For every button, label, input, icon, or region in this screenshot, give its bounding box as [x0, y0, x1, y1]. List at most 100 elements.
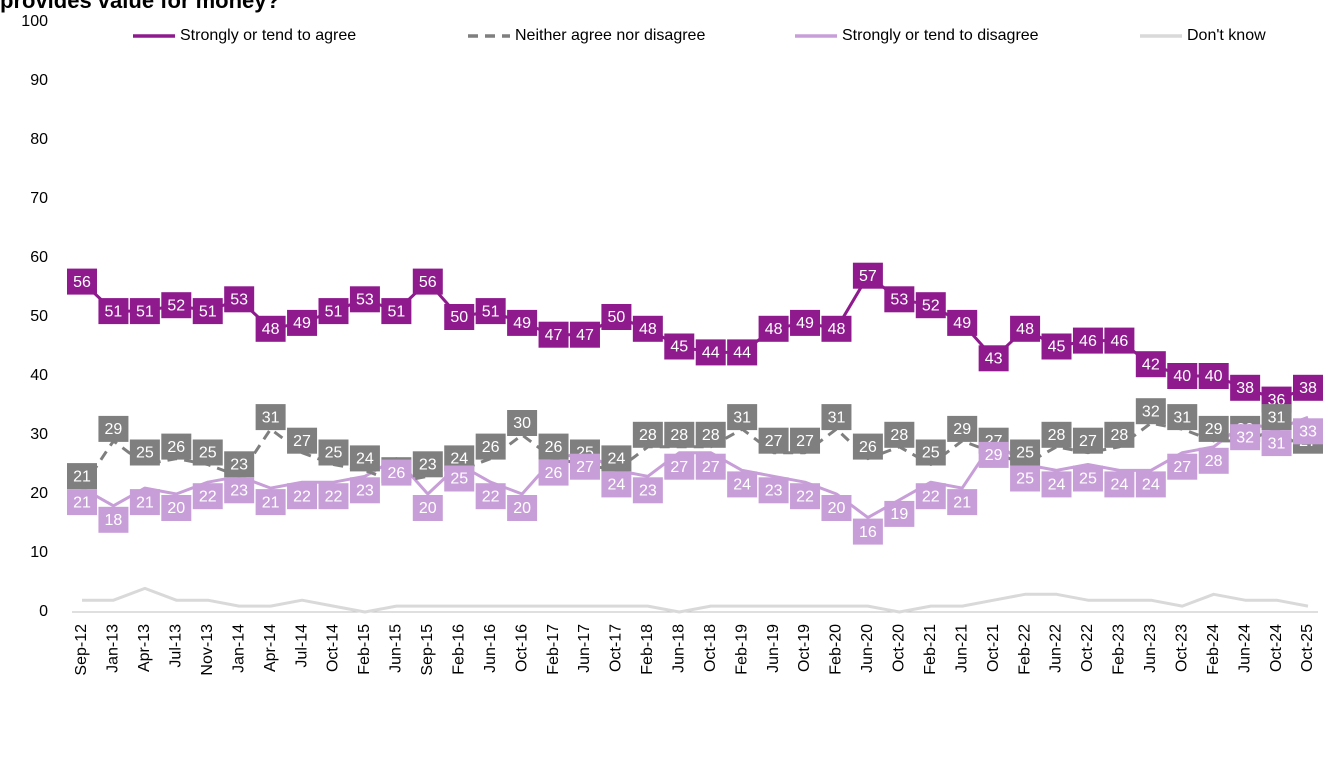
- data-label-text: 22: [482, 488, 500, 505]
- data-label-text: 52: [167, 297, 185, 314]
- data-label-box: [192, 298, 223, 325]
- data-label: 51: [475, 298, 506, 325]
- y-tick-label: 100: [21, 13, 48, 30]
- data-label: 52: [915, 292, 946, 319]
- data-label-text: 20: [419, 500, 437, 517]
- data-label: 27: [790, 427, 821, 454]
- x-tick-label: Jun-23: [1142, 624, 1159, 673]
- data-label-box: [1293, 418, 1323, 445]
- data-label-text: 49: [293, 315, 311, 332]
- data-label-box: [1041, 421, 1072, 448]
- data-label: 53: [224, 286, 255, 313]
- data-label-text: 25: [1079, 471, 1097, 488]
- data-label-text: 53: [356, 292, 374, 309]
- y-tick-label: 30: [30, 426, 48, 443]
- data-label-text: 27: [765, 433, 783, 450]
- data-label-box: [224, 286, 255, 313]
- y-tick-label: 0: [39, 603, 48, 620]
- x-tick-label: Jun-22: [1048, 624, 1065, 673]
- data-label: 45: [1041, 333, 1072, 360]
- data-label-text: 42: [1142, 356, 1160, 373]
- data-label-box: [507, 309, 538, 336]
- data-label: 29: [947, 415, 978, 442]
- data-label-box: [507, 410, 538, 436]
- x-tick-label: Jul-14: [293, 624, 310, 668]
- data-label: 42: [1135, 351, 1166, 378]
- data-label-box: [192, 439, 223, 466]
- data-label-box: [884, 286, 915, 313]
- data-label: 25: [1072, 465, 1103, 492]
- data-label-text: 20: [513, 500, 531, 517]
- data-label-text: 45: [670, 339, 688, 356]
- data-label-text: 29: [985, 447, 1003, 464]
- legend-label: Don't know: [1187, 27, 1266, 44]
- y-tick-label: 20: [30, 485, 48, 502]
- data-label-text: 31: [733, 409, 751, 426]
- data-label: 27: [758, 427, 789, 454]
- data-label-text: 40: [1205, 368, 1223, 385]
- data-label-text: 28: [670, 427, 688, 444]
- data-label: 48: [1010, 315, 1041, 342]
- data-label-text: 49: [953, 315, 971, 332]
- data-label: 24: [1135, 471, 1166, 498]
- data-label-box: [1072, 465, 1103, 492]
- data-label-box: [1261, 404, 1292, 431]
- y-tick-label: 10: [30, 544, 48, 561]
- x-tick-label: Feb-18: [639, 624, 656, 675]
- data-label: 40: [1198, 363, 1229, 389]
- legend-label: Strongly or tend to agree: [180, 27, 356, 44]
- data-label-text: 29: [1205, 421, 1223, 438]
- x-tick-label: Feb-16: [450, 624, 467, 675]
- data-label-box: [349, 477, 380, 504]
- x-tick-label: Apr-14: [262, 624, 279, 672]
- data-label-text: 49: [796, 315, 814, 332]
- data-label-text: 28: [1110, 427, 1128, 444]
- data-label: 25: [1010, 439, 1041, 466]
- data-label: 27: [569, 453, 600, 480]
- data-label: 23: [224, 451, 255, 478]
- x-tick-label: Feb-15: [356, 624, 373, 675]
- data-label-text: 44: [702, 345, 720, 362]
- data-label: 27: [664, 453, 695, 480]
- data-label: 28: [695, 421, 726, 448]
- data-label-text: 24: [1110, 477, 1128, 494]
- data-label-box: [507, 495, 538, 521]
- data-label-text: 23: [230, 457, 248, 474]
- y-tick-label: 90: [30, 72, 48, 89]
- data-label-box: [349, 445, 380, 472]
- data-label: 21: [67, 463, 97, 490]
- data-label: 24: [601, 445, 632, 472]
- data-label-text: 25: [450, 471, 468, 488]
- data-label-box: [632, 477, 663, 504]
- x-tick-label: Feb-20: [828, 624, 845, 675]
- data-label-box: [1198, 363, 1229, 389]
- data-label: 20: [412, 495, 443, 521]
- data-label-text: 24: [356, 451, 374, 468]
- data-label: 49: [947, 309, 978, 336]
- data-label: 20: [507, 495, 538, 521]
- data-label-text: 27: [670, 459, 688, 476]
- data-label-box: [1167, 363, 1198, 389]
- data-label-box: [758, 477, 789, 504]
- data-label-text: 26: [482, 439, 500, 456]
- data-label-text: 26: [387, 465, 405, 482]
- data-label: 32: [1135, 398, 1166, 425]
- data-label: 48: [632, 315, 663, 342]
- data-label: 28: [1041, 421, 1072, 448]
- data-label-text: 28: [1205, 453, 1223, 470]
- data-label-box: [758, 427, 789, 454]
- data-label: 22: [475, 483, 506, 510]
- y-tick-label: 40: [30, 367, 48, 384]
- data-label-text: 46: [1110, 333, 1128, 350]
- x-tick-label: Oct-19: [796, 624, 813, 672]
- data-label-text: 47: [576, 327, 594, 344]
- data-label-text: 56: [419, 274, 437, 291]
- y-tick-label: 70: [30, 190, 48, 207]
- data-label: 23: [632, 477, 663, 504]
- data-label-box: [538, 321, 569, 348]
- data-label: 29: [98, 415, 129, 442]
- data-label: 45: [664, 333, 695, 360]
- data-label-text: 57: [859, 268, 877, 285]
- data-label-box: [884, 500, 915, 527]
- x-tick-label: Jun-24: [1236, 624, 1253, 673]
